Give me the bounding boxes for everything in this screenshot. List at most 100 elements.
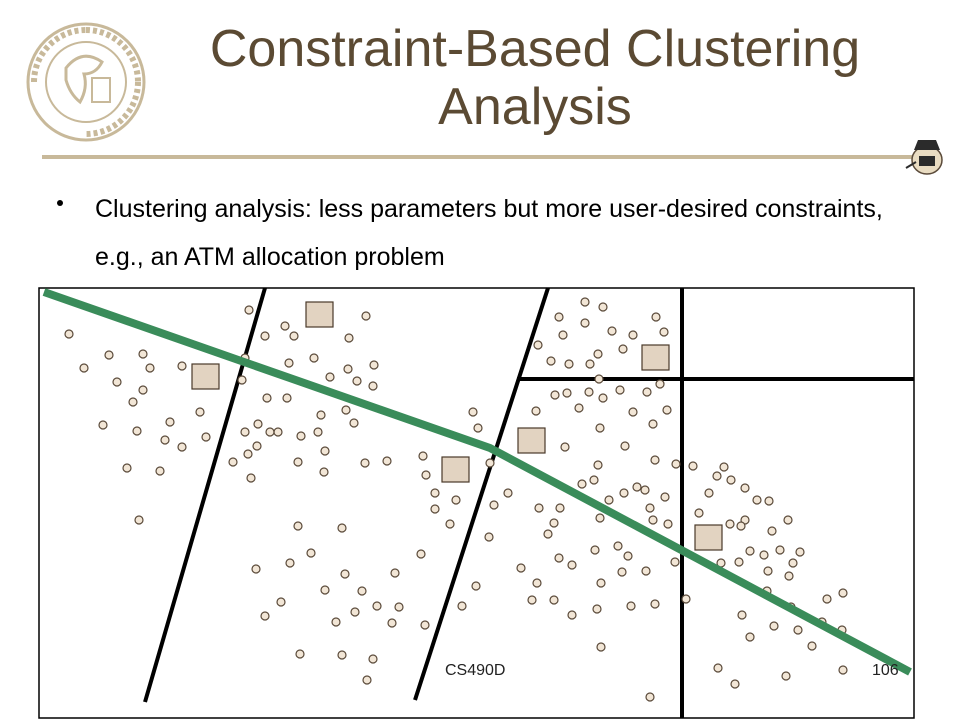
customer-dot: [554, 312, 564, 322]
customer-dot: [648, 515, 658, 525]
customer-dot: [138, 385, 148, 395]
customer-dot: [368, 381, 378, 391]
customer-dot: [694, 508, 704, 518]
customer-dot: [382, 456, 392, 466]
customer-dot: [712, 471, 722, 481]
customer-dot: [662, 405, 672, 415]
customer-dot: [485, 458, 495, 468]
customer-dot: [195, 407, 205, 417]
customer-dot: [252, 441, 262, 451]
customer-dot: [589, 475, 599, 485]
customer-dot: [543, 529, 553, 539]
customer-dot: [357, 586, 367, 596]
customer-dot: [451, 495, 461, 505]
customer-dot: [584, 387, 594, 397]
customer-dot: [295, 649, 305, 659]
customer-dot: [793, 625, 803, 635]
customer-dot: [64, 329, 74, 339]
customer-dot: [767, 526, 777, 536]
customer-dot: [759, 550, 769, 560]
customer-dot: [671, 459, 681, 469]
customer-dot: [349, 418, 359, 428]
customer-dot: [554, 553, 564, 563]
customer-dot: [361, 311, 371, 321]
customer-dot: [838, 588, 848, 598]
customer-dot: [645, 692, 655, 702]
customer-dot: [745, 546, 755, 556]
customer-dot: [688, 461, 698, 471]
customer-dot: [593, 460, 603, 470]
customer-dot: [737, 610, 747, 620]
customer-dot: [112, 377, 122, 387]
customer-dot: [795, 547, 805, 557]
customer-dot: [577, 479, 587, 489]
customer-dot: [585, 359, 595, 369]
customer-dot: [352, 376, 362, 386]
purdue-pete-mascot-icon: [905, 140, 943, 175]
customer-dot: [368, 654, 378, 664]
customer-dot: [145, 363, 155, 373]
atm-location: [305, 301, 334, 328]
customer-dot: [282, 393, 292, 403]
customer-dot: [293, 457, 303, 467]
atm-location: [191, 363, 220, 390]
customer-dot: [289, 331, 299, 341]
customer-dot: [276, 597, 286, 607]
customer-dot: [430, 488, 440, 498]
customer-dot: [726, 475, 736, 485]
customer-dot: [362, 675, 372, 685]
customer-dot: [574, 403, 584, 413]
customer-dot: [562, 388, 572, 398]
customer-dot: [394, 602, 404, 612]
customer-dot: [138, 349, 148, 359]
customer-dot: [280, 321, 290, 331]
customer-dot: [293, 521, 303, 531]
atm-location: [441, 456, 470, 483]
customer-dot: [360, 458, 370, 468]
customer-dot: [641, 566, 651, 576]
customer-dot: [626, 601, 636, 611]
customer-dot: [642, 387, 652, 397]
customer-dot: [155, 466, 165, 476]
customer-dot: [736, 521, 746, 531]
customer-dot: [763, 566, 773, 576]
customer-dots: [64, 297, 848, 702]
customer-dot: [734, 557, 744, 567]
customer-dot: [628, 330, 638, 340]
customer-dot: [160, 435, 170, 445]
customer-dot: [265, 427, 275, 437]
customer-dot: [390, 568, 400, 578]
customer-dot: [98, 420, 108, 430]
customer-dot: [670, 557, 680, 567]
customer-dot: [628, 407, 638, 417]
customer-dot: [546, 356, 556, 366]
customer-dot: [320, 446, 330, 456]
customer-dot: [246, 473, 256, 483]
customer-dot: [596, 578, 606, 588]
customer-dot: [645, 503, 655, 513]
footer-course: CS490D: [445, 662, 506, 679]
customer-dot: [503, 488, 513, 498]
customer-dot: [369, 360, 379, 370]
customer-dot: [416, 549, 426, 559]
customer-dot: [640, 485, 650, 495]
customer-dot: [527, 595, 537, 605]
customer-dot: [663, 519, 673, 529]
customer-dot: [560, 442, 570, 452]
customer-dot: [567, 610, 577, 620]
customer-dot: [201, 432, 211, 442]
customer-dot: [807, 641, 817, 651]
customer-dot: [650, 599, 660, 609]
customer-dot: [564, 359, 574, 369]
customer-dot: [177, 361, 187, 371]
customer-dot: [593, 349, 603, 359]
customer-dot: [319, 467, 329, 477]
customer-dot: [316, 410, 326, 420]
customer-dot: [531, 406, 541, 416]
customer-dot: [260, 331, 270, 341]
customer-dot: [719, 462, 729, 472]
customer-dot: [418, 451, 428, 461]
customer-dot: [473, 423, 483, 433]
customer-dot: [237, 375, 247, 385]
customer-dot: [104, 350, 114, 360]
